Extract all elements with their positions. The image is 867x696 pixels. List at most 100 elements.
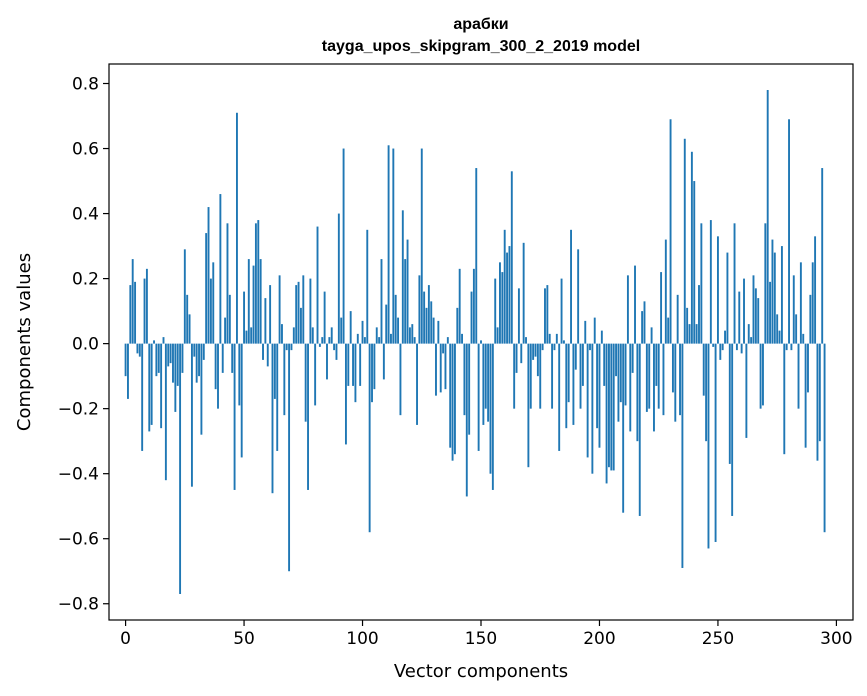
bar-206 [612,343,615,471]
bar-164 [513,343,516,409]
bar-156 [494,278,497,344]
bar-295 [823,343,826,533]
bar-286 [802,333,805,344]
bar-210 [622,343,625,513]
bar-145 [468,343,471,435]
bar-214 [631,343,634,373]
bar-150 [480,340,482,344]
bar-271 [766,90,769,344]
bar-177 [544,288,546,344]
bar-209 [619,343,622,403]
bar-200 [598,343,601,448]
bar-97 [354,343,357,403]
bar-64 [276,343,279,451]
bar-161 [506,252,509,344]
bar-180 [551,343,554,409]
x-tick-label-0: 0 [120,629,131,649]
bar-124 [418,275,421,344]
bar-287 [804,343,807,448]
bar-281 [790,343,793,351]
bar-122 [413,337,416,344]
bar-162 [508,246,511,344]
bar-279 [785,343,788,351]
bar-121 [411,324,414,344]
bar-250 [716,236,719,344]
bar-120 [408,327,411,344]
bar-87 [330,327,333,344]
bar-24 [181,343,184,373]
bar-163 [510,171,513,344]
bar-208 [617,343,620,422]
bar-62 [271,343,274,494]
bar-226 [660,272,663,344]
bar-149 [477,343,480,451]
bar-20 [172,343,174,383]
bar-0 [124,343,127,377]
bar-71 [292,327,295,344]
bar-211 [624,343,627,406]
bar-123 [416,343,418,425]
bar-204 [608,343,610,468]
bar-46 [233,343,236,490]
bar-265 [752,275,755,344]
bar-275 [776,314,779,344]
bars-group [124,90,826,594]
bar-130 [432,317,435,344]
bar-4 [134,281,137,344]
bar-154 [489,343,492,474]
bar-141 [458,268,461,344]
bar-56 [257,220,260,344]
bar-59 [264,298,267,344]
bar-186 [565,343,568,429]
bar-116 [399,343,402,416]
bar-201 [600,330,603,344]
bar-183 [558,343,561,451]
bar-178 [546,285,549,344]
bar-195 [586,343,589,458]
bar-188 [570,229,572,344]
bar-91 [340,317,343,344]
bar-18 [167,343,170,367]
bar-283 [795,314,798,344]
bar-40 [219,194,222,344]
bar-251 [719,343,722,360]
bar-254 [726,252,729,344]
bar-43 [226,223,229,344]
bar-268 [759,343,762,409]
bar-153 [487,343,490,422]
y-tick-label-1: −0.6 [58,530,99,550]
bar-21 [174,343,177,412]
bar-277 [780,246,783,344]
bar-258 [735,343,738,351]
bar-2 [129,285,132,344]
bar-50 [243,291,246,344]
bar-294 [821,168,824,344]
bar-49 [240,343,243,458]
x-tick-label-3: 150 [465,629,497,649]
bar-175 [539,343,542,409]
bar-134 [442,343,445,354]
bar-129 [430,301,433,344]
bar-78 [309,278,312,344]
bar-7 [141,343,144,451]
bar-110 [385,304,388,344]
bar-269 [762,343,764,406]
bar-155 [491,343,494,490]
bar-227 [662,343,665,416]
y-tick-label-0: −0.8 [58,595,99,615]
bar-169 [525,337,527,344]
y-tick-label-7: 0.6 [72,140,99,160]
x-tick-label-1: 50 [233,629,255,649]
bar-22 [176,343,179,386]
chart-title-line1: арабки [453,16,508,33]
bar-235 [681,343,684,568]
bar-194 [584,320,587,344]
bar-94 [347,343,350,386]
bar-244 [702,343,705,396]
bar-198 [593,317,596,344]
bar-274 [773,252,776,344]
bar-225 [657,343,660,409]
bar-15 [160,343,163,429]
bar-238 [688,324,691,344]
bar-231 [671,343,674,393]
